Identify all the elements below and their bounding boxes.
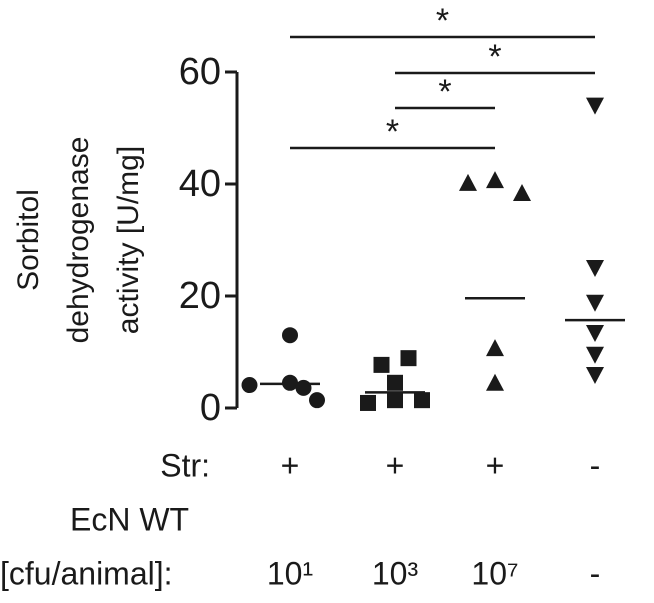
data-point <box>282 327 298 344</box>
data-point <box>360 394 376 411</box>
data-point <box>586 97 604 115</box>
str-value: + <box>281 447 300 483</box>
cfu-value: 10³ <box>372 555 419 591</box>
data-point <box>387 374 403 391</box>
y-tick-label: 20 <box>179 275 221 317</box>
data-point <box>586 366 604 384</box>
str-value: + <box>386 447 405 483</box>
significance-label: * <box>436 2 449 40</box>
cfu-value: - <box>590 555 601 591</box>
significance-label: * <box>438 73 451 111</box>
significance-label: * <box>488 38 501 76</box>
y-axis-label: Sorbitol <box>12 189 45 291</box>
data-point <box>486 339 504 357</box>
cfu-value: 10¹ <box>267 555 313 591</box>
data-point <box>513 183 531 201</box>
str-value: - <box>590 447 601 483</box>
row-label: Str: <box>160 447 210 483</box>
data-point <box>309 392 325 409</box>
y-tick-label: 0 <box>200 387 221 429</box>
significance-label: * <box>386 113 399 151</box>
y-axis-label: activity [U/mg] <box>112 146 145 334</box>
data-point <box>295 379 312 396</box>
row-label: [cfu/animal]: <box>0 555 173 591</box>
str-value: + <box>486 447 505 483</box>
y-tick-label: 40 <box>179 163 221 205</box>
data-point <box>586 294 604 312</box>
data-point <box>459 173 477 191</box>
row-label: EcN WT <box>70 501 189 537</box>
data-point <box>373 356 390 373</box>
data-point <box>586 346 604 364</box>
data-point <box>486 373 504 391</box>
data-point <box>241 377 258 394</box>
data-point <box>486 171 504 189</box>
y-axis-label: dehydrogenase <box>62 137 95 344</box>
data-point <box>414 392 430 409</box>
cfu-value: 10⁷ <box>471 555 518 591</box>
data-point <box>586 324 604 342</box>
data-point <box>586 260 604 277</box>
y-tick-label: 60 <box>179 51 221 93</box>
data-point <box>387 392 403 409</box>
data-point <box>400 350 417 367</box>
